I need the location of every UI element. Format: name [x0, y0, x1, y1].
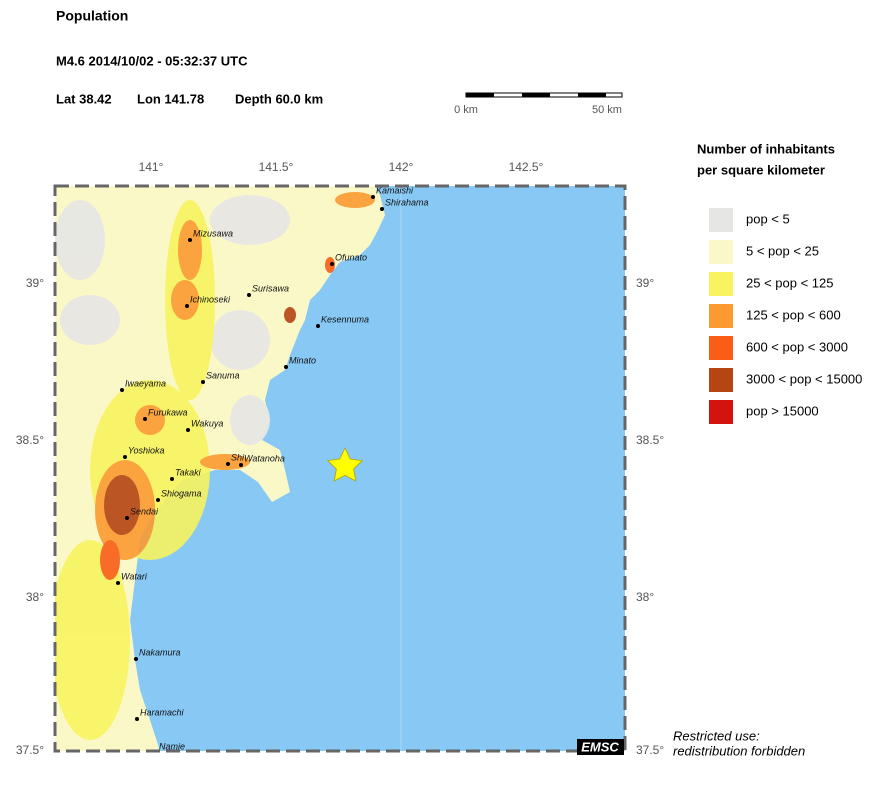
lon: Lon 141.78 — [137, 91, 204, 106]
legend-swatch — [709, 336, 733, 360]
city-dot — [116, 581, 120, 585]
lon-tick-label: 142° — [389, 160, 414, 174]
legend-label: pop < 5 — [746, 211, 790, 226]
lat-tick-label: 39° — [636, 276, 654, 290]
lon-tick-label: 142.5° — [509, 160, 544, 174]
city-label: Surisawa — [252, 283, 289, 293]
lat-tick-label: 39° — [26, 276, 44, 290]
city-label: Kamaishi — [376, 185, 414, 195]
city-dot — [201, 380, 205, 384]
city-label: Watanoha — [244, 453, 285, 463]
legend-label: 125 < pop < 600 — [746, 307, 841, 322]
city-label: Shi — [231, 452, 245, 462]
legend-label: pop > 15000 — [746, 403, 819, 418]
city-dot — [316, 324, 320, 328]
city-label: Minato — [289, 355, 316, 365]
city-label: Ichinoseki — [190, 294, 231, 304]
legend-title: per square kilometer — [697, 162, 825, 177]
legend-label: 5 < pop < 25 — [746, 243, 819, 258]
city-label: Shirahama — [385, 197, 429, 207]
lat-tick-label: 37.5° — [636, 743, 664, 757]
axis-ticks: 141° 141.5° 142° 142.5° 39° 39° 38.5° 38.5° 38° 3… — [16, 160, 665, 757]
lat-tick-label: 38° — [26, 590, 44, 604]
badge-bg — [577, 739, 624, 755]
city-dot — [143, 417, 147, 421]
legend-label: 3000 < pop < 15000 — [746, 371, 862, 386]
legend-title: Number of inhabitants — [697, 141, 835, 156]
city-label: Sanuma — [206, 370, 240, 380]
legend-swatch — [709, 304, 733, 328]
city-dot — [186, 428, 190, 432]
lat-tick-label: 37.5° — [16, 743, 44, 757]
city-label: Iwaeyama — [125, 378, 166, 388]
map: Kamaishi Shirahama Mizusawa Ofunato Surisawa… — [55, 185, 625, 751]
lon-tick-label: 141.5° — [259, 160, 294, 174]
legend-label: 600 < pop < 3000 — [746, 339, 848, 354]
city-label: Mizusawa — [193, 228, 233, 238]
title: Population — [56, 8, 128, 24]
lat-tick-label: 38.5° — [16, 433, 44, 447]
legend-swatch — [709, 400, 733, 424]
badge: EMSC — [581, 739, 619, 754]
city-label: Sendai — [130, 506, 159, 516]
scale-bar — [465, 92, 623, 98]
city-label: Haramachi — [140, 707, 185, 717]
city-label: Shiogama — [161, 488, 202, 498]
city-label: Nakamura — [139, 647, 181, 657]
event: M4.6 2014/10/02 - 05:32:37 UTC — [56, 53, 248, 68]
city-label: Kesennuma — [321, 314, 369, 324]
legend-swatch — [709, 368, 733, 392]
scale-end: 50 km — [592, 104, 622, 116]
city-dot — [330, 262, 334, 266]
lon-tick-label: 141° — [139, 160, 164, 174]
city-dot — [284, 365, 288, 369]
city-dot — [247, 293, 251, 297]
city-dot — [239, 463, 243, 467]
city-label: Yoshioka — [128, 445, 165, 455]
city-label: Furukawa — [148, 407, 188, 417]
depth: Depth 60.0 km — [235, 91, 323, 106]
city-dot — [134, 657, 138, 661]
scale-start: 0 km — [454, 104, 478, 116]
legend-swatch — [709, 272, 733, 296]
legend: pop < 5 5 < pop < 25 25 < pop < 125 125 < p… — [709, 208, 862, 424]
note: Restricted use: — [673, 728, 760, 743]
city-label: Wakuya — [191, 418, 223, 428]
note: redistribution forbidden — [673, 743, 805, 758]
lat-tick-label: 38.5° — [636, 433, 664, 447]
epicenter — [326, 447, 364, 482]
city-label: Namie — [159, 741, 185, 751]
city-dot — [188, 238, 192, 242]
city-dot — [380, 207, 384, 211]
lat-tick-label: 38° — [636, 590, 654, 604]
cities: Kamaishi Shirahama Mizusawa Ofunato Surisawa… — [116, 185, 429, 751]
legend-label: 25 < pop < 125 — [746, 275, 833, 290]
city-label: Ofunato — [335, 252, 367, 262]
city-dot — [226, 462, 230, 466]
city-dot — [123, 455, 127, 459]
city-label: Takaki — [175, 467, 202, 477]
frame — [53, 184, 627, 753]
lat: Lat 38.42 — [56, 91, 112, 106]
city-label: Watari — [121, 571, 148, 581]
city-dot — [170, 477, 174, 481]
city-dot — [125, 516, 129, 520]
city-dot — [120, 388, 124, 392]
city-dot — [135, 717, 139, 721]
city-dot — [185, 304, 189, 308]
legend-swatch — [709, 240, 733, 264]
legend-swatch — [709, 208, 733, 232]
city-dot — [371, 195, 375, 199]
city-dot — [156, 498, 160, 502]
